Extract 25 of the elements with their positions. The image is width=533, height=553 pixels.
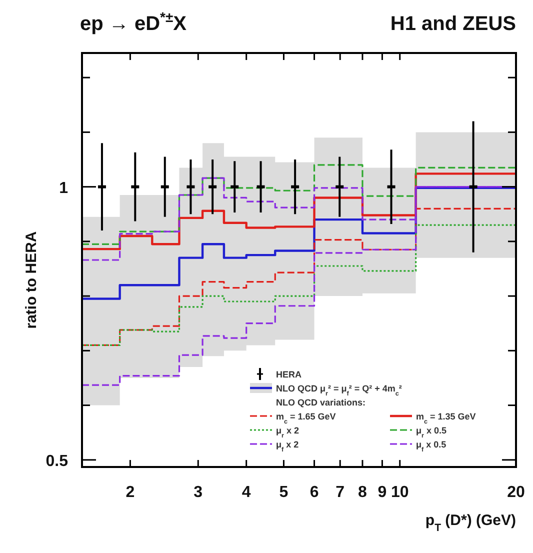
x-tick-label: 6 xyxy=(310,484,319,501)
chart-subtitle: H1 and ZEUS xyxy=(390,13,516,35)
legend-label: m$_{c}$ = 1.35 GeV xyxy=(416,412,476,425)
x-tick-label: 2 xyxy=(126,484,135,501)
y-tick-label: 1 xyxy=(59,180,68,197)
x-tick-label: 9 xyxy=(378,484,387,501)
x-tick-label: 8 xyxy=(358,484,368,501)
x-tick-label: 3 xyxy=(194,484,203,501)
y-tick-label: 0.5 xyxy=(46,452,68,470)
x-tick-label: 5 xyxy=(279,484,288,501)
legend-label: m$_{c}$ = 1.65 GeV xyxy=(276,412,336,425)
annotation: NLO QCD variations: xyxy=(276,398,366,408)
x-axis-title: p$_{T}$ (D*) (GeV) xyxy=(425,512,516,534)
x-tick-label: 4 xyxy=(242,484,251,501)
legend-label: μ$_{r}$ x 2 xyxy=(276,426,299,439)
legend-label: μ$_{f}$ x 2 xyxy=(276,440,299,453)
x-tick-label: 20 xyxy=(507,484,525,501)
chart-title: ep → eD$^{*±}$X xyxy=(80,9,188,35)
legend-label: HERA xyxy=(276,370,302,380)
x-tick-label: 10 xyxy=(390,484,409,501)
legend-label: μ$_{f}$ x 0.5 xyxy=(416,440,446,453)
legend-label: μ$_{r}$ x 0.5 xyxy=(416,426,446,439)
legend-label: NLO QCD μ$_{r}$² = μ$_{f}$² = Q² + 4m$_{c}$² xyxy=(276,384,402,397)
y-axis-title: ratio to HERA xyxy=(23,231,40,329)
x-tick-label: 7 xyxy=(336,484,345,501)
